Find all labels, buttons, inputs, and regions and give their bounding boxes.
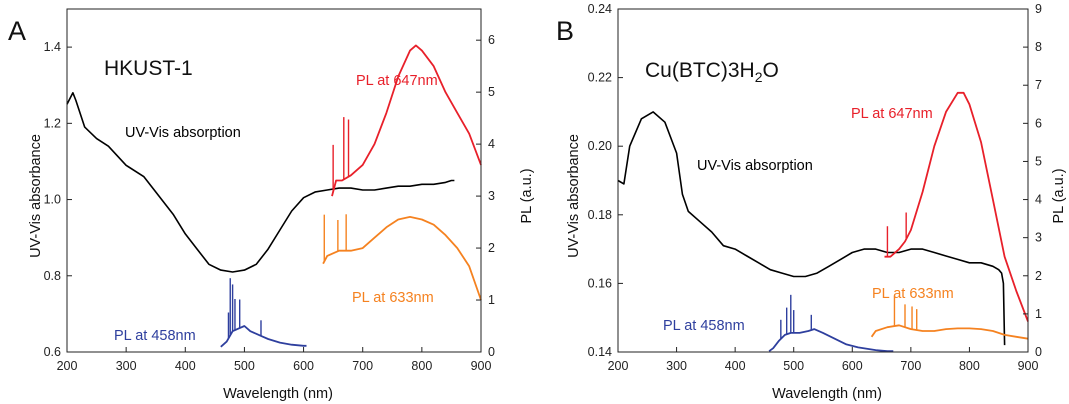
pl458-annotation: PL at 458nm xyxy=(663,318,745,334)
x-tick-label: 800 xyxy=(959,359,980,373)
y2-tick-label: 4 xyxy=(488,137,495,151)
y-tick-label: 0.6 xyxy=(44,345,61,359)
x-tick-label: 900 xyxy=(471,359,492,373)
y2-tick-label: 3 xyxy=(1035,231,1042,245)
y2-axis-label: PL (a.u.) xyxy=(519,168,535,223)
y2-tick-label: 7 xyxy=(1035,78,1042,92)
y-tick-label: 0.16 xyxy=(588,276,612,290)
x-axis-label: Wavelength (nm) xyxy=(223,386,333,402)
panel-a: A HKUST-1 Wavelength (nm) UV-Vis absorba… xyxy=(8,9,535,402)
y2-tick-label: 1 xyxy=(1035,307,1042,321)
y2-tick-label: 6 xyxy=(1035,116,1042,130)
panel-letter: A xyxy=(8,16,26,46)
series-line-pl458 xyxy=(221,326,307,347)
x-tick-label: 300 xyxy=(666,359,687,373)
x-tick-label: 700 xyxy=(900,359,921,373)
chart-title: HKUST-1 xyxy=(104,57,193,80)
y-tick-label: 0.8 xyxy=(44,269,61,283)
panel-b: B Cu(BTC)3H2O Wavelength (nm) UV-Vis abs… xyxy=(556,2,1067,402)
y-tick-label: 0.20 xyxy=(588,139,612,153)
uvvis-annotation: UV-Vis absorption xyxy=(125,125,241,141)
x-tick-label: 800 xyxy=(411,359,432,373)
x-tick-label: 200 xyxy=(608,359,629,373)
pl633-annotation: PL at 633nm xyxy=(352,290,434,306)
y2-tick-label: 3 xyxy=(488,189,495,203)
x-tick-label: 200 xyxy=(57,359,78,373)
pl458-annotation: PL at 458nm xyxy=(114,328,196,344)
x-tick-label: 700 xyxy=(352,359,373,373)
y2-tick-label: 1 xyxy=(488,293,495,307)
y-axis-label: UV-Vis absorbance xyxy=(566,134,582,258)
y-tick-label: 0.18 xyxy=(588,208,612,222)
x-tick-label: 900 xyxy=(1018,359,1039,373)
pl633-annotation: PL at 633nm xyxy=(872,286,954,302)
y2-tick-label: 0 xyxy=(488,345,495,359)
title-subscript: 2 xyxy=(755,69,763,85)
pl647-annotation: PL at 647nm xyxy=(851,106,933,122)
y-tick-label: 0.24 xyxy=(588,2,612,16)
y2-tick-label: 2 xyxy=(1035,269,1042,283)
x-tick-label: 300 xyxy=(116,359,137,373)
x-tick-label: 400 xyxy=(175,359,196,373)
series-line-uvvis xyxy=(67,93,454,272)
x-tick-label: 400 xyxy=(725,359,746,373)
y2-axis-label: PL (a.u.) xyxy=(1051,168,1067,223)
y-tick-label: 0.14 xyxy=(588,345,612,359)
x-tick-label: 600 xyxy=(293,359,314,373)
y2-tick-label: 6 xyxy=(488,33,495,47)
uvvis-annotation: UV-Vis absorption xyxy=(697,158,813,174)
y2-tick-label: 5 xyxy=(1035,154,1042,168)
y-tick-label: 1.2 xyxy=(44,116,61,130)
series-line-uvvis xyxy=(618,112,1005,345)
x-axis-label: Wavelength (nm) xyxy=(772,386,882,402)
y2-tick-label: 4 xyxy=(1035,193,1042,207)
panel-letter: B xyxy=(556,16,574,46)
series-line-pl647 xyxy=(332,45,481,196)
y-tick-label: 1.4 xyxy=(44,40,61,54)
y2-tick-label: 8 xyxy=(1035,40,1042,54)
x-tick-label: 500 xyxy=(783,359,804,373)
y2-tick-label: 0 xyxy=(1035,345,1042,359)
y-axis-label: UV-Vis absorbance xyxy=(28,134,44,258)
y-tick-label: 1.0 xyxy=(44,193,61,207)
x-tick-label: 600 xyxy=(842,359,863,373)
y-tick-label: 0.22 xyxy=(588,71,612,85)
y2-tick-label: 5 xyxy=(488,85,495,99)
title-tail: O xyxy=(762,59,778,82)
y2-tick-label: 2 xyxy=(488,241,495,255)
x-tick-label: 500 xyxy=(234,359,255,373)
y2-tick-label: 9 xyxy=(1035,2,1042,16)
chart-title: Cu(BTC)3H2O xyxy=(645,59,779,85)
